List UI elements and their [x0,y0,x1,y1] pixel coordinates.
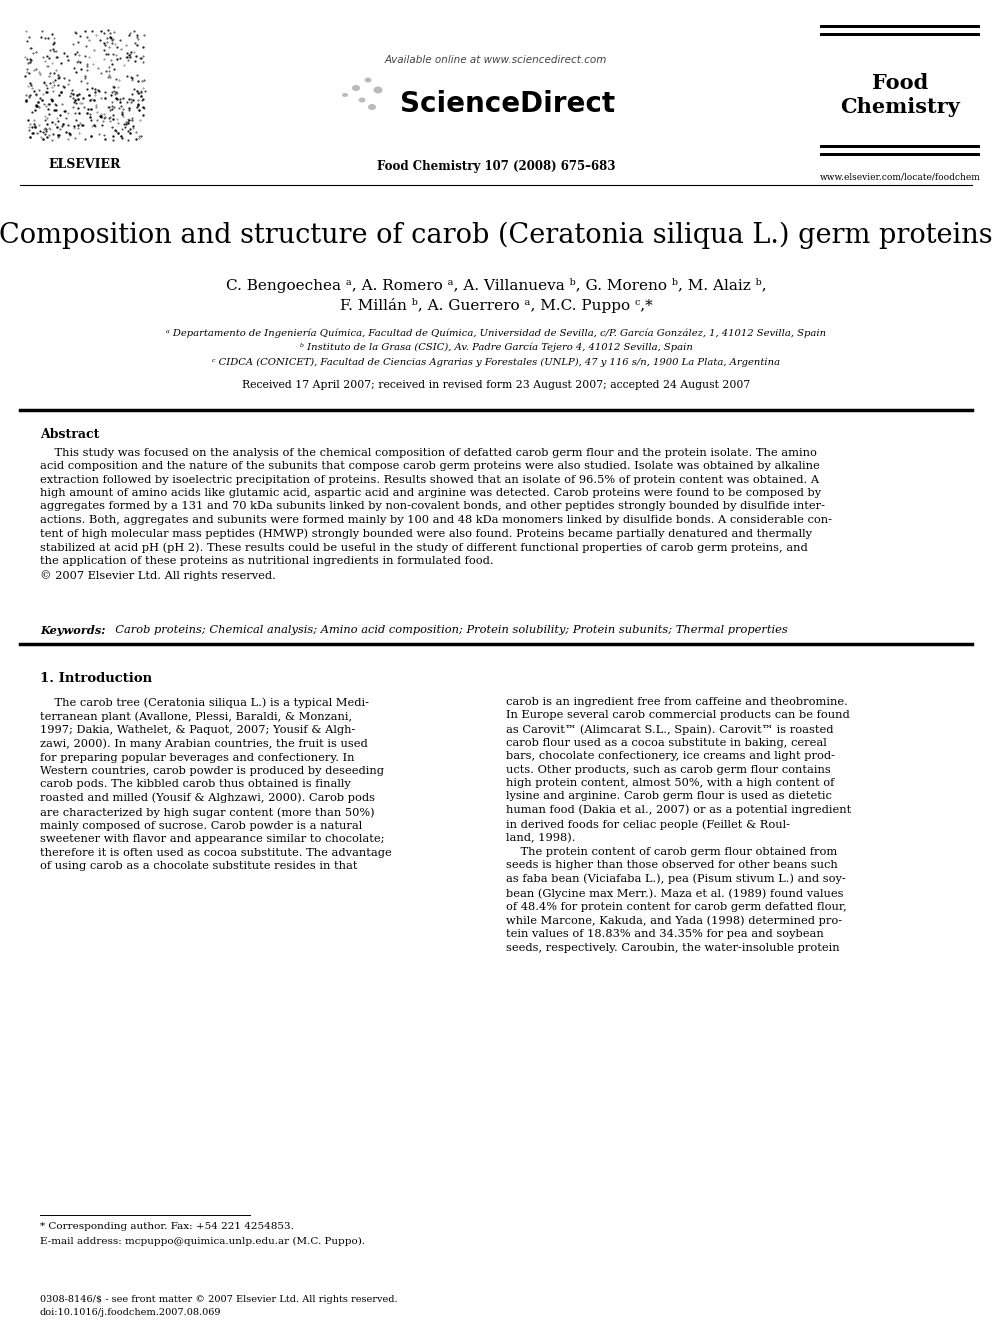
Text: ELSEVIER: ELSEVIER [49,157,121,171]
Text: Received 17 April 2007; received in revised form 23 August 2007; accepted 24 Aug: Received 17 April 2007; received in revi… [242,380,750,390]
Ellipse shape [364,78,371,82]
Text: F. Millán ᵇ, A. Guerrero ᵃ, M.C. Puppo ᶜ,*: F. Millán ᵇ, A. Guerrero ᵃ, M.C. Puppo ᶜ… [339,298,653,314]
Text: Food Chemistry 107 (2008) 675–683: Food Chemistry 107 (2008) 675–683 [377,160,615,173]
Ellipse shape [352,85,360,91]
Text: ᶜ CIDCA (CONICET), Facultad de Ciencias Agrarias y Forestales (UNLP), 47 y 116 s: ᶜ CIDCA (CONICET), Facultad de Ciencias … [212,359,780,366]
Ellipse shape [368,105,376,110]
Text: The carob tree (Ceratonia siliqua L.) is a typical Medi-
terranean plant (Avallo: The carob tree (Ceratonia siliqua L.) is… [40,697,392,871]
Text: doi:10.1016/j.foodchem.2007.08.069: doi:10.1016/j.foodchem.2007.08.069 [40,1308,221,1316]
Text: ᵇ Instituto de la Grasa (CSIC), Av. Padre García Tejero 4, 41012 Sevilla, Spain: ᵇ Instituto de la Grasa (CSIC), Av. Padr… [300,343,692,352]
Bar [820,33,980,36]
Text: ScienceDirect: ScienceDirect [400,90,615,118]
Text: 1. Introduction: 1. Introduction [40,672,152,685]
Ellipse shape [374,86,383,94]
Text: Composition and structure of carob (Ceratonia siliqua L.) germ proteins: Composition and structure of carob (Cera… [0,222,992,249]
Text: * Corresponding author. Fax: +54 221 4254853.: * Corresponding author. Fax: +54 221 425… [40,1222,294,1230]
Text: Keywords:: Keywords: [40,624,105,636]
Text: Food
Chemistry: Food Chemistry [840,73,960,118]
Bar [820,144,980,148]
Text: Carob proteins; Chemical analysis; Amino acid composition; Protein solubility; P: Carob proteins; Chemical analysis; Amino… [108,624,788,635]
Text: 0308-8146/$ - see front matter © 2007 Elsevier Ltd. All rights reserved.: 0308-8146/$ - see front matter © 2007 El… [40,1295,398,1304]
Text: ᵃ Departamento de Ingeniería Química, Facultad de Química, Universidad de Sevill: ᵃ Departamento de Ingeniería Química, Fa… [166,328,826,337]
Ellipse shape [342,93,348,97]
Bar [820,25,980,28]
Text: carob is an ingredient free from caffeine and theobromine.
In Europe several car: carob is an ingredient free from caffein… [506,697,851,953]
Text: Abstract: Abstract [40,429,99,441]
Text: E-mail address: mcpuppo@quimica.unlp.edu.ar (M.C. Puppo).: E-mail address: mcpuppo@quimica.unlp.edu… [40,1237,365,1246]
Ellipse shape [358,98,365,102]
Text: www.elsevier.com/locate/foodchem: www.elsevier.com/locate/foodchem [819,172,980,181]
Text: This study was focused on the analysis of the chemical composition of defatted c: This study was focused on the analysis o… [40,448,832,581]
Text: Available online at www.sciencedirect.com: Available online at www.sciencedirect.co… [385,56,607,65]
Text: C. Bengoechea ᵃ, A. Romero ᵃ, A. Villanueva ᵇ, G. Moreno ᵇ, M. Alaiz ᵇ,: C. Bengoechea ᵃ, A. Romero ᵃ, A. Villanu… [226,278,766,292]
Bar [820,152,980,156]
